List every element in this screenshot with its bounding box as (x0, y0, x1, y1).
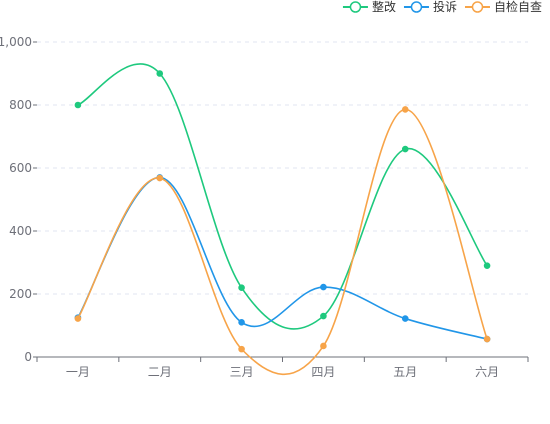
data-point[interactable] (238, 345, 245, 353)
data-point[interactable] (156, 70, 164, 77)
data-point[interactable] (238, 284, 245, 292)
legend-circle-icon (471, 1, 484, 13)
legend-label: 自检自查 (494, 0, 542, 14)
series-line (77, 63, 488, 330)
y-tick-label: 400 (9, 224, 32, 238)
data-point[interactable] (156, 174, 164, 182)
x-tick-label: 六月 (475, 365, 499, 379)
legend-item[interactable]: 自检自查 (464, 0, 542, 14)
series-line (77, 108, 488, 376)
x-tick-label: 三月 (230, 365, 254, 379)
series-1 (74, 63, 491, 330)
data-point[interactable] (483, 262, 491, 269)
legend-circle-icon (410, 1, 423, 13)
legend-label: 整改 (372, 0, 396, 14)
legend-item[interactable]: 整改 (342, 0, 396, 14)
series-2 (74, 174, 491, 343)
data-point[interactable] (320, 342, 327, 350)
x-tick-label: 五月 (393, 365, 417, 379)
y-tick-label: 800 (9, 98, 32, 112)
x-tick-label: 一月 (66, 365, 90, 379)
series-3 (74, 106, 491, 376)
data-point[interactable] (238, 319, 245, 326)
data-point[interactable] (320, 283, 327, 291)
x-tick-label: 二月 (148, 365, 172, 379)
y-tick-label: 1,000 (0, 35, 32, 49)
legend[interactable]: 自检自查 投诉 整改 (342, 0, 542, 14)
data-point[interactable] (401, 315, 409, 322)
series-layer (74, 63, 491, 376)
y-tick-label: 600 (9, 161, 32, 175)
series-line (77, 176, 488, 340)
x-tick-label: 四月 (311, 365, 335, 379)
legend-circle-icon (349, 1, 362, 13)
y-tick-label: 0 (24, 350, 32, 364)
data-point[interactable] (74, 101, 82, 109)
legend-item[interactable]: 投诉 (403, 0, 457, 14)
data-point[interactable] (74, 315, 82, 322)
data-point[interactable] (320, 312, 327, 320)
axis-layer: 0 200 400 600 800 1,000 一月 二月 三月 四月 五月 六月 (0, 35, 529, 379)
data-point[interactable] (401, 145, 409, 153)
grid-layer (37, 41, 528, 295)
y-tick-label: 200 (9, 287, 32, 301)
legend-label: 投诉 (433, 0, 457, 14)
data-point[interactable] (401, 106, 409, 113)
data-point[interactable] (483, 335, 491, 343)
